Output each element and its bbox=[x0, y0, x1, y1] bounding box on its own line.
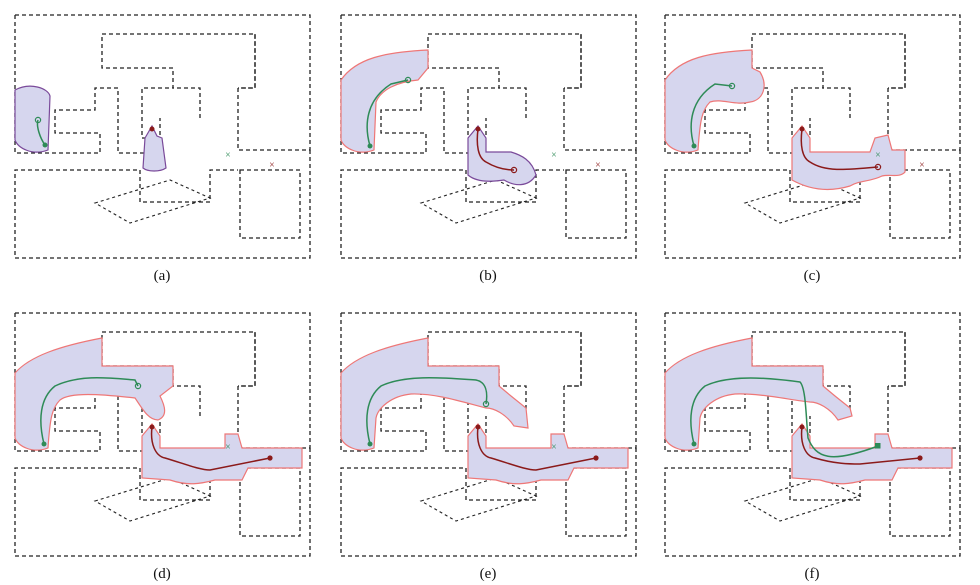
explored-region-red bbox=[141, 422, 303, 485]
start-marker-red bbox=[149, 424, 155, 430]
panel-b: × × (b) bbox=[340, 14, 637, 284]
panel-f: (f) bbox=[664, 312, 961, 582]
explored-region-red bbox=[791, 124, 906, 190]
goal-marker-green: × bbox=[225, 442, 231, 453]
explored-region-green bbox=[664, 337, 853, 451]
panel-a: × × (a) bbox=[14, 14, 311, 284]
explored-region-red bbox=[142, 124, 167, 172]
frontier-marker-green bbox=[134, 382, 142, 390]
frontier-marker-red bbox=[874, 163, 882, 171]
explored-region-green bbox=[340, 337, 529, 451]
caption-a: (a) bbox=[154, 268, 171, 284]
explored-region-green bbox=[664, 49, 765, 153]
green-path bbox=[690, 83, 733, 147]
start-marker-red bbox=[149, 126, 155, 132]
frontier-marker-green bbox=[404, 76, 412, 84]
frontier-marker-green bbox=[482, 400, 490, 408]
goal-marker-green: × bbox=[551, 150, 557, 161]
start-marker-green bbox=[691, 441, 697, 447]
caption-e: (e) bbox=[480, 566, 497, 582]
green-path bbox=[690, 377, 879, 458]
explored-region-green bbox=[14, 337, 174, 451]
goal-marker-red: × bbox=[595, 160, 601, 171]
frontier-marker-red bbox=[267, 455, 273, 461]
panel-c: × × (c) bbox=[664, 14, 961, 284]
caption-d: (d) bbox=[153, 566, 171, 582]
red-path bbox=[150, 426, 271, 471]
red-path bbox=[476, 426, 597, 471]
goal-marker-red: × bbox=[919, 160, 925, 171]
caption-b: (b) bbox=[479, 268, 497, 284]
explored-region-green bbox=[14, 85, 51, 153]
green-path bbox=[366, 79, 409, 147]
caption-c: (c) bbox=[804, 268, 821, 284]
explored-region-green bbox=[340, 49, 429, 153]
explored-region-red bbox=[467, 124, 537, 186]
explored-region-red bbox=[791, 422, 953, 485]
frontier-marker-green bbox=[728, 82, 736, 90]
goal-marker-green: × bbox=[875, 150, 881, 161]
goal-marker-red: × bbox=[269, 160, 275, 171]
start-marker-red bbox=[799, 126, 805, 132]
start-marker-red bbox=[475, 424, 481, 430]
start-marker-green bbox=[367, 143, 373, 149]
panel-d: × (d) bbox=[14, 312, 311, 582]
frontier-marker-red bbox=[510, 166, 518, 174]
meeting-marker-green bbox=[875, 443, 881, 449]
red-path bbox=[476, 128, 515, 171]
green-path bbox=[40, 377, 139, 445]
start-marker-green bbox=[42, 142, 48, 148]
frontier-marker-green bbox=[34, 116, 42, 124]
panel-e: × (e) bbox=[340, 312, 637, 582]
explored-region-red bbox=[467, 422, 629, 485]
start-marker-red bbox=[475, 126, 481, 132]
green-path bbox=[366, 377, 488, 445]
start-marker-red bbox=[799, 424, 805, 430]
frontier-marker-red bbox=[593, 455, 599, 461]
red-path bbox=[800, 128, 879, 171]
frontier-marker-red bbox=[917, 455, 923, 461]
goal-marker-green: × bbox=[225, 150, 231, 161]
goal-marker-green: × bbox=[551, 442, 557, 453]
caption-f: (f) bbox=[805, 566, 820, 582]
start-marker-green bbox=[691, 143, 697, 149]
start-marker-green bbox=[41, 441, 47, 447]
red-path bbox=[800, 426, 921, 465]
start-marker-green bbox=[367, 441, 373, 447]
